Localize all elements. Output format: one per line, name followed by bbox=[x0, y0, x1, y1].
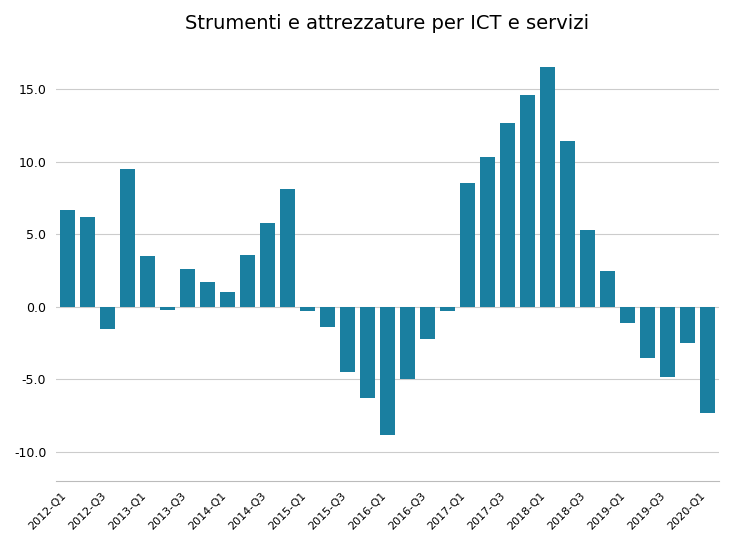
Bar bbox=[539, 67, 555, 307]
Bar bbox=[460, 183, 475, 307]
Bar bbox=[280, 189, 295, 307]
Bar bbox=[340, 307, 355, 372]
Bar bbox=[640, 307, 655, 358]
Bar bbox=[520, 95, 535, 307]
Bar bbox=[301, 307, 315, 311]
Bar bbox=[100, 307, 115, 329]
Bar bbox=[320, 307, 335, 327]
Title: Strumenti e attrezzature per ICT e servizi: Strumenti e attrezzature per ICT e servi… bbox=[185, 14, 589, 33]
Bar bbox=[180, 269, 195, 307]
Bar bbox=[380, 307, 395, 435]
Bar bbox=[480, 157, 495, 307]
Bar bbox=[260, 223, 275, 307]
Bar bbox=[400, 307, 415, 379]
Bar bbox=[61, 210, 75, 307]
Bar bbox=[500, 122, 515, 307]
Bar bbox=[440, 307, 455, 311]
Bar bbox=[221, 292, 235, 307]
Bar bbox=[360, 307, 375, 399]
Bar bbox=[120, 169, 136, 307]
Bar bbox=[560, 141, 575, 307]
Bar bbox=[81, 217, 95, 307]
Bar bbox=[699, 307, 715, 413]
Bar bbox=[619, 307, 635, 323]
Bar bbox=[600, 271, 615, 307]
Bar bbox=[660, 307, 674, 377]
Bar bbox=[161, 307, 175, 310]
Bar bbox=[200, 282, 216, 307]
Bar bbox=[580, 230, 594, 307]
Bar bbox=[679, 307, 695, 343]
Bar bbox=[420, 307, 435, 339]
Bar bbox=[141, 256, 155, 307]
Bar bbox=[240, 254, 255, 307]
